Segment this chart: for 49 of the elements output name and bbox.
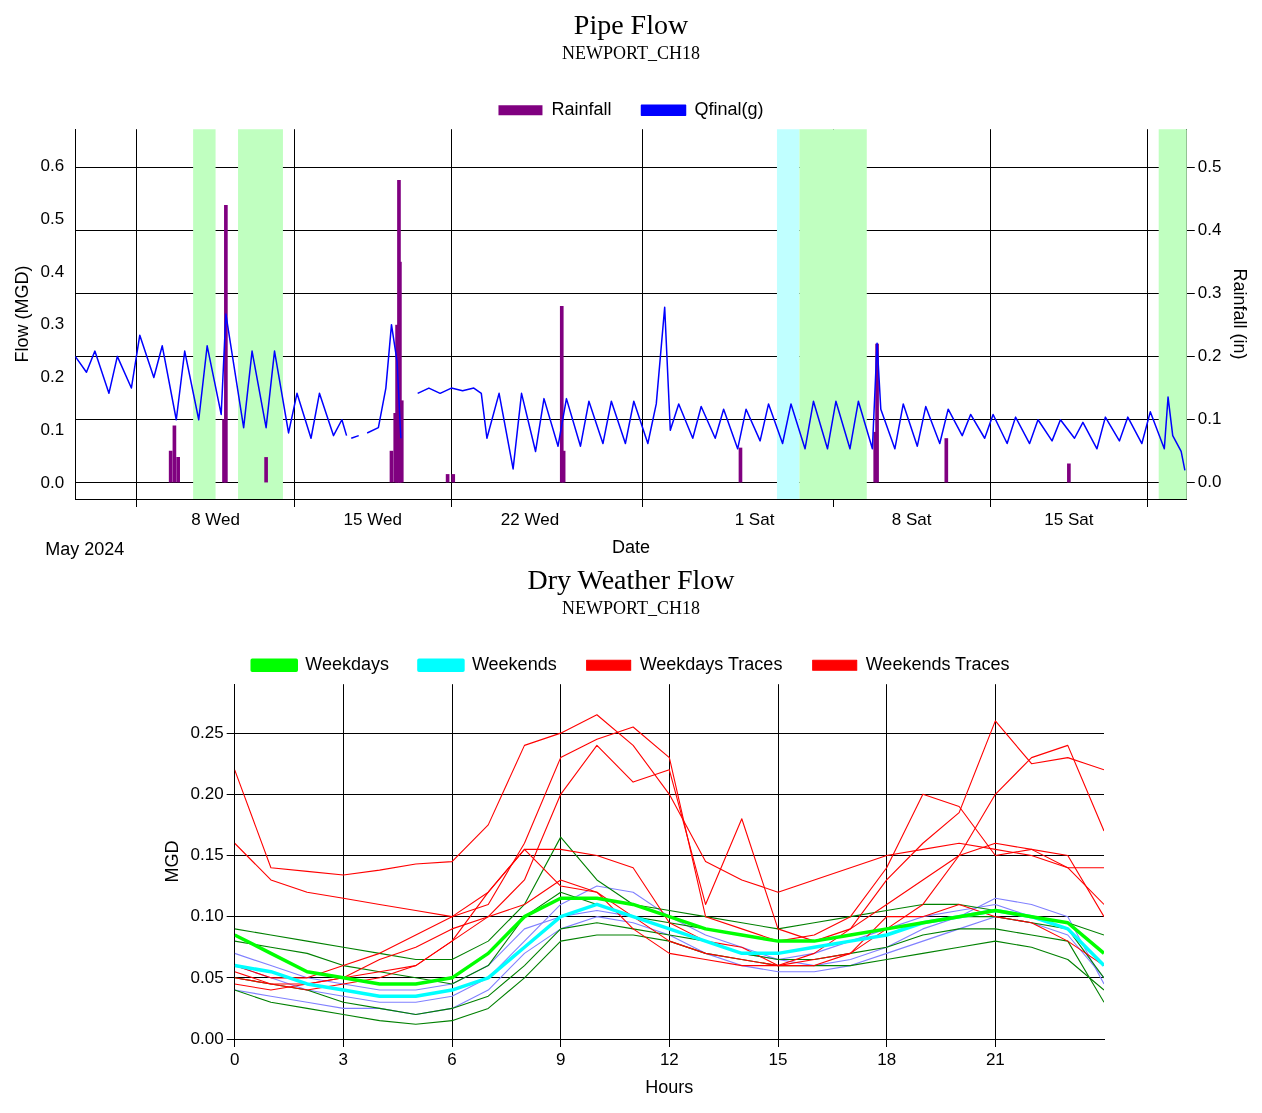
x-tick-label: 21	[985, 1049, 1005, 1069]
x-tick-label: 15 Sat	[1044, 509, 1094, 529]
y-tick-label: 0.20	[190, 784, 224, 803]
y2-tick-label: 0.3	[1197, 283, 1222, 303]
y2-tick-label: 0.5	[1197, 157, 1222, 177]
y-tick-label: 0.6	[40, 155, 65, 175]
legend-label: Weekdays Traces	[639, 654, 783, 675]
y-axis-title: MGD	[161, 840, 182, 883]
chart-title: Dry Weather Flow	[527, 564, 736, 596]
y2-axis-title: Rainfall (in)	[1230, 268, 1251, 360]
chart-subtitle: NEWPORT_CH18	[562, 598, 700, 619]
text: May 2024	[45, 538, 125, 559]
y-tick-label: 0.00	[190, 1028, 224, 1048]
y-tick-label: 0.15	[190, 845, 224, 865]
legend-label: Weekdays	[305, 654, 389, 675]
x-tick-label: 9	[555, 1049, 566, 1069]
y2-tick-label: 0.0	[1197, 472, 1222, 492]
legend-label: Weekends	[471, 654, 557, 675]
x-tick-label: 15 Wed	[343, 509, 402, 529]
y2-tick-label: 0.2	[1197, 346, 1222, 366]
x-tick-label: 6	[447, 1049, 457, 1069]
x-tick-label: 12	[659, 1049, 679, 1069]
x-tick-label: 15	[768, 1049, 788, 1069]
x-tick-label: 18	[877, 1049, 897, 1069]
y-tick-label: 0.2	[40, 367, 65, 387]
y2-tick-label: 0.4	[1197, 220, 1222, 240]
y-tick-label: 0.05	[190, 967, 224, 987]
y-tick-label: 0.5	[40, 208, 65, 228]
x-tick-label: 8 Sat	[891, 509, 932, 529]
x-tick-label: 1 Sat	[734, 509, 775, 529]
x-tick-label: 22 Wed	[500, 509, 560, 529]
y-tick-label: 0.3	[40, 314, 65, 334]
x-axis-title: Date	[611, 537, 651, 558]
x-tick-label: 0	[229, 1049, 240, 1069]
x-axis-title: Hours	[645, 1077, 694, 1098]
legend-label: Weekends Traces	[865, 654, 1010, 675]
y-tick-label: 0.1	[40, 420, 65, 440]
y2-tick-label: 0.1	[1197, 409, 1222, 429]
y-tick-label: 0.10	[190, 906, 224, 926]
chart-title: Pipe Flow	[573, 9, 689, 41]
legend-label: Qfinal(g)	[694, 99, 764, 120]
y-tick-label: 0.4	[40, 261, 65, 281]
x-tick-label: 8 Wed	[191, 509, 240, 529]
x-tick-label: 3	[338, 1049, 349, 1069]
legend-label: Rainfall	[551, 99, 612, 120]
y-tick-label: 0.0	[40, 472, 65, 492]
chart-subtitle: NEWPORT_CH18	[562, 43, 700, 64]
y-axis-title: Flow (MGD)	[11, 265, 32, 363]
y-tick-label: 0.25	[190, 722, 224, 742]
